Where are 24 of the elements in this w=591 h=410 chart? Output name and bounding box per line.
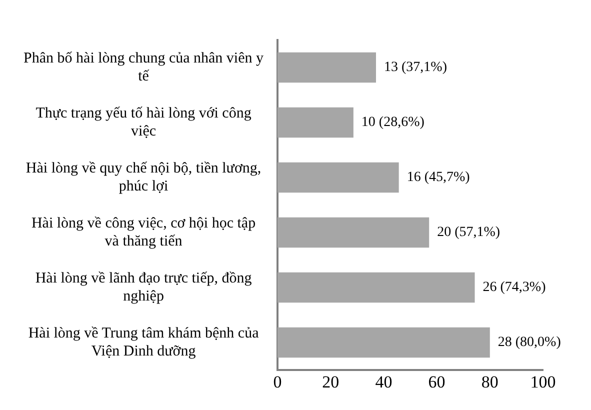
y-tick-label: Hài lòng về lãnh đạo trực tiếp, đồng nghiệp: [35, 270, 252, 304]
bar: [278, 217, 430, 248]
y-tick-label: Thực trạng yếu tố hài lòng với công việc: [36, 105, 252, 140]
data-label: 16 (45,7%): [406, 170, 470, 186]
bar: [278, 52, 376, 83]
x-tick-label: 40: [375, 372, 392, 392]
data-label: 10 (28,6%): [361, 115, 425, 130]
bar: [278, 162, 399, 193]
data-label: 13 (37,1%): [384, 60, 448, 76]
x-tick-label: 60: [428, 372, 446, 392]
data-label: 20 (57,1%): [437, 225, 500, 240]
data-label: 28 (80,0%): [498, 335, 562, 350]
y-tick-label: Hài lòng về quy chế nội bộ, tiền lương, phúc lợi: [26, 160, 262, 194]
bar: [278, 272, 475, 303]
bar: [278, 107, 354, 138]
x-tick-label: 80: [481, 372, 498, 392]
y-tick-label: Hài lòng về Trung tâm khám bệnh của Viện Dinh dưỡng: [28, 325, 260, 360]
bar: [278, 327, 490, 358]
x-tick-label: 100: [530, 372, 556, 392]
y-tick-label: Hài lòng về công việc, cơ hội học tập và thăng tiến: [31, 215, 256, 250]
y-tick-label: Phân bố hài lòng chung của nhân viên y tế: [24, 50, 264, 84]
x-tick-label: 0: [273, 372, 282, 392]
data-label: 26 (74,3%): [482, 280, 546, 296]
x-tick-label: 20: [322, 372, 340, 392]
